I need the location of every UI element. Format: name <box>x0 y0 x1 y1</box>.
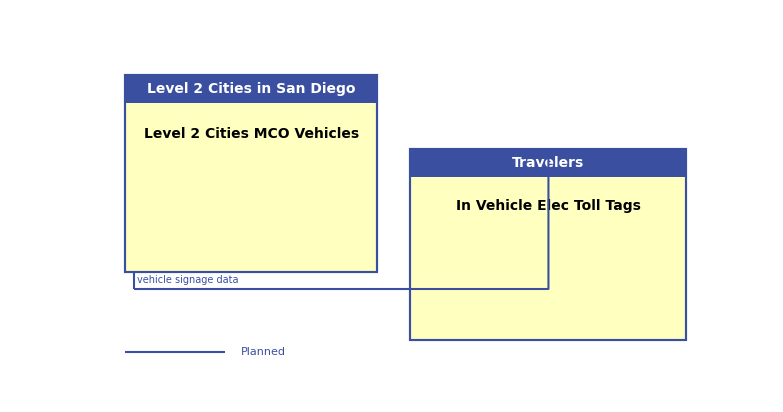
Text: Level 2 Cities MCO Vehicles: Level 2 Cities MCO Vehicles <box>143 126 359 140</box>
Text: Level 2 Cities in San Diego: Level 2 Cities in San Diego <box>147 82 355 96</box>
Text: In Vehicle Elec Toll Tags: In Vehicle Elec Toll Tags <box>456 199 640 213</box>
Text: Travelers: Travelers <box>512 156 585 170</box>
Bar <box>125 75 377 272</box>
Bar <box>410 150 687 177</box>
Text: vehicle signage data: vehicle signage data <box>137 275 239 285</box>
Bar <box>125 75 377 103</box>
Bar <box>125 75 377 272</box>
Text: Planned: Planned <box>240 347 286 357</box>
Bar <box>410 150 687 340</box>
Bar <box>410 150 687 340</box>
